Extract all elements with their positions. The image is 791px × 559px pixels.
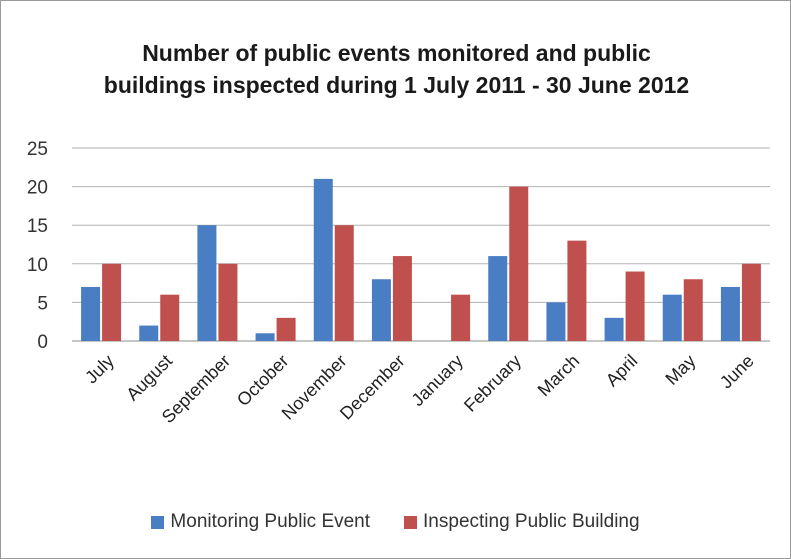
bar-inspecting-july: [102, 263, 122, 341]
bar-inspecting-november: [334, 225, 354, 341]
y-tick-label-10: 10: [27, 255, 48, 276]
bar-monitoring-november: [313, 178, 333, 341]
y-tick-label-0: 0: [37, 332, 48, 353]
bar-monitoring-december: [371, 279, 391, 341]
bar-monitoring-june: [720, 286, 740, 341]
bar-monitoring-may: [662, 294, 682, 341]
bar-monitoring-august: [139, 325, 159, 341]
x-tick-label-may: May: [661, 351, 699, 389]
bar-inspecting-september: [218, 263, 238, 341]
bar-inspecting-june: [741, 263, 761, 341]
bar-inspecting-january: [451, 294, 471, 341]
x-tick-label-march: March: [534, 351, 584, 401]
legend-item-inspecting: Inspecting Public Building: [404, 511, 640, 533]
bar-inspecting-october: [276, 317, 296, 341]
bar-monitoring-july: [81, 286, 101, 341]
chart-title-line-1: Number of public events monitored and pu…: [142, 40, 651, 66]
x-tick-label-august: August: [122, 351, 176, 405]
legend-swatch-inspecting: [404, 515, 418, 529]
bar-inspecting-february: [509, 186, 529, 341]
bar-inspecting-august: [160, 294, 180, 341]
x-tick-label-february: February: [460, 351, 525, 416]
legend-label-monitoring: Monitoring Public Event: [170, 511, 371, 532]
bar-monitoring-september: [197, 225, 217, 341]
bar-inspecting-december: [392, 256, 412, 341]
chart-title-line-2: buildings inspected during 1 July 2011 -…: [103, 72, 690, 98]
legend-label-inspecting: Inspecting Public Building: [423, 511, 640, 532]
bar-monitoring-march: [546, 302, 566, 341]
x-tick-label-january: January: [407, 351, 466, 410]
x-tick-label-june: June: [716, 351, 758, 393]
bar-inspecting-may: [683, 279, 703, 341]
y-tick-label-20: 20: [27, 178, 48, 199]
y-tick-label-15: 15: [27, 216, 48, 237]
bar-inspecting-april: [625, 271, 645, 341]
bar-monitoring-april: [604, 317, 624, 341]
bar-monitoring-february: [488, 256, 508, 341]
chart-title: Number of public events monitored and pu…: [41, 37, 752, 101]
y-tick-label-25: 25: [27, 139, 48, 160]
y-tick-label-5: 5: [37, 293, 48, 314]
bar-inspecting-march: [567, 240, 587, 341]
legend-item-monitoring: Monitoring Public Event: [151, 511, 370, 533]
x-tick-label-july: July: [81, 351, 118, 388]
bar-monitoring-october: [255, 333, 275, 341]
x-tick-label-october: October: [233, 351, 292, 410]
x-tick-label-april: April: [602, 351, 642, 391]
legend: Monitoring Public Event Inspecting Publi…: [0, 508, 791, 536]
legend-swatch-monitoring: [151, 515, 165, 529]
